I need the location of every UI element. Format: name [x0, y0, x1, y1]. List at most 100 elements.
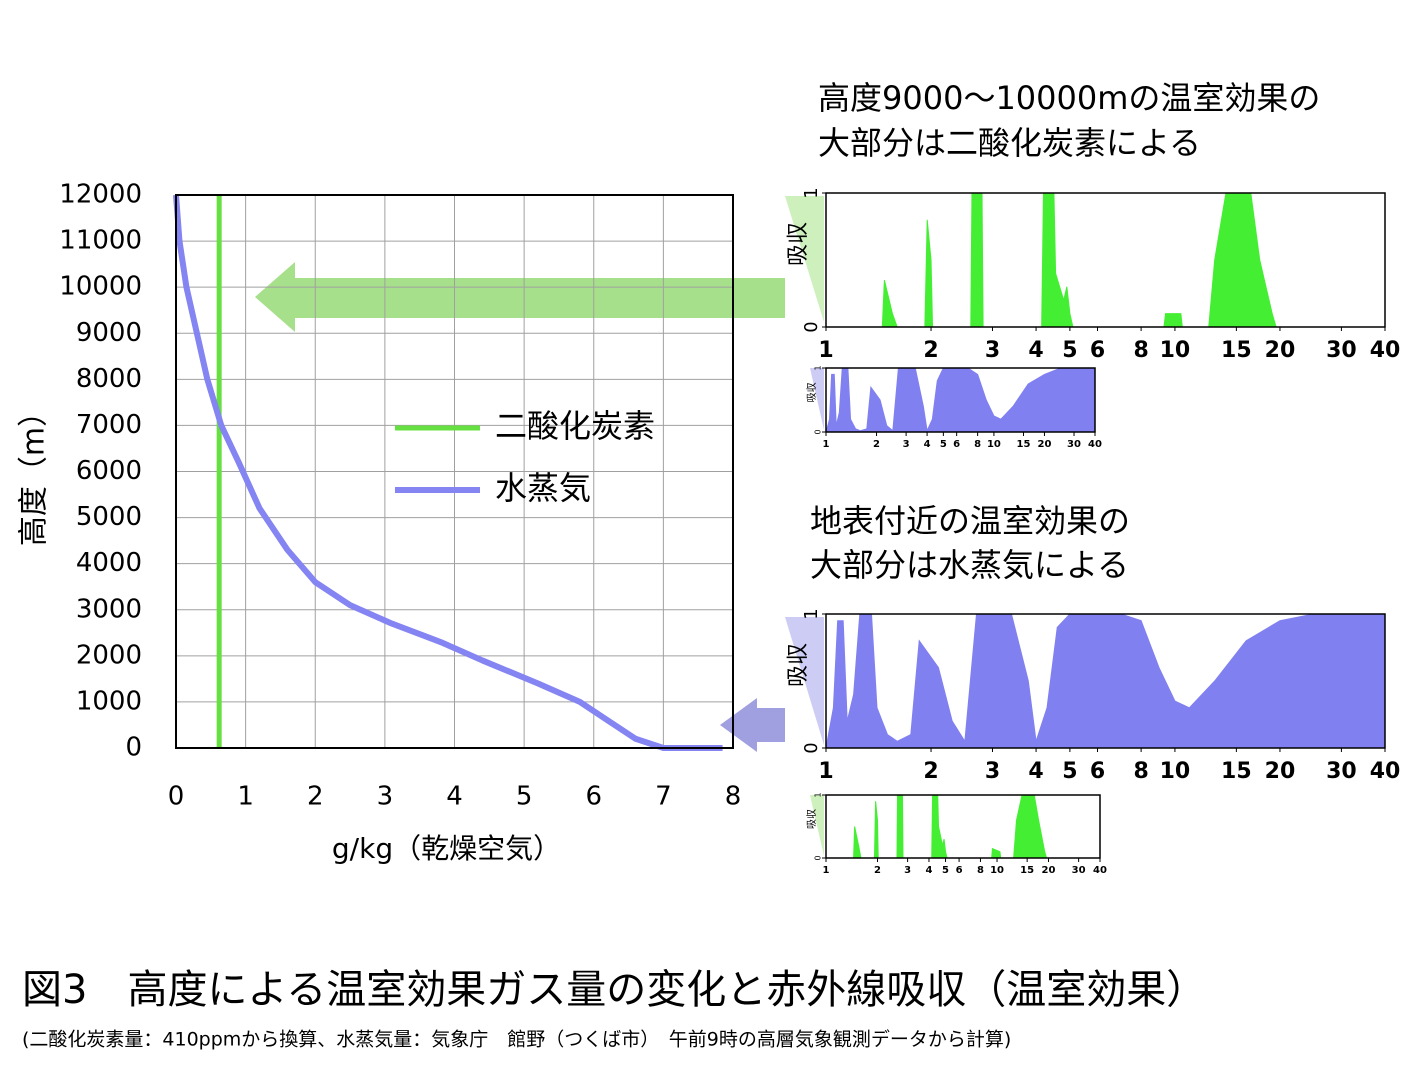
x-tick-label: 3 — [985, 338, 1000, 363]
x-tick-label: 0 — [168, 782, 185, 812]
absorption-area — [826, 794, 1100, 859]
y-tick-label: 8000 — [76, 364, 142, 394]
y-tick-label: 4000 — [76, 548, 142, 578]
y-tick-label: 7000 — [76, 410, 142, 440]
x-tick-label: 2 — [307, 782, 324, 812]
y-tick-label: 1 — [802, 608, 822, 619]
x-tick-label: 4 — [924, 439, 931, 450]
absorption-area — [826, 192, 1385, 328]
y-tick-label: 10000 — [59, 272, 142, 302]
x-tick-label: 1 — [237, 782, 254, 812]
y-tick-label: 11000 — [59, 226, 142, 256]
y-axis-label: 吸収 — [806, 809, 818, 829]
plot-frame — [825, 192, 1386, 328]
x-tick-label: 40 — [1093, 865, 1107, 876]
wedge — [810, 368, 824, 430]
x-tick-label: 5 — [942, 865, 949, 876]
plot-frame — [825, 794, 1101, 859]
y-tick-label: 0 — [802, 742, 822, 753]
y-axis-label: 吸収 — [806, 382, 818, 402]
y-tick-label: 1000 — [76, 686, 142, 716]
x-tick-label: 4 — [925, 865, 932, 876]
annotation: 高度9000～10000mの温室効果の — [818, 79, 1320, 117]
x-tick-label: 1 — [818, 759, 833, 784]
x-tick-label: 8 — [977, 865, 984, 876]
x-tick-label: 8 — [1133, 759, 1148, 784]
y-tick-label: 2000 — [76, 640, 142, 670]
y-tick-label: 12000 — [59, 180, 142, 210]
x-tick-label: 4 — [446, 782, 463, 812]
caption-title: 図3 高度による温室効果ガス量の変化と赤外線吸収（温室効果） — [22, 967, 1206, 1013]
arrows — [255, 196, 824, 856]
x-tick-label: 2 — [923, 338, 938, 363]
x-tick-label: 10 — [1160, 759, 1191, 784]
x-tick-label: 30 — [1326, 338, 1357, 363]
x-tick-label: 8 — [1133, 338, 1148, 363]
x-tick-label: 8 — [974, 439, 981, 450]
x-tick-label: 20 — [1265, 338, 1296, 363]
x-tick-label: 2 — [873, 439, 880, 450]
annotation: 大部分は水蒸気による — [810, 546, 1129, 584]
annotation: 大部分は二酸化炭素による — [818, 124, 1201, 162]
x-tick-label: 30 — [1326, 759, 1357, 784]
y-tick-label: 0 — [814, 429, 823, 434]
arrow-head — [255, 262, 295, 332]
y-tick-label: 5000 — [76, 502, 142, 532]
annotation: 地表付近の温室効果の — [810, 502, 1130, 540]
x-tick-label: 40 — [1088, 439, 1102, 450]
y-tick-label: 3000 — [76, 594, 142, 624]
x-tick-label: 5 — [516, 782, 533, 812]
series-line — [173, 194, 723, 751]
legend-label: 水蒸気 — [495, 469, 591, 507]
x-tick-label: 8 — [725, 782, 742, 812]
y-tick-label: 1 — [814, 792, 823, 797]
y-tick-label: 0 — [814, 855, 823, 860]
x-tick-label: 5 — [1062, 759, 1077, 784]
plot-frame — [825, 613, 1386, 749]
y-axis-label: 吸収 — [786, 222, 811, 266]
x-tick-label: 6 — [585, 782, 602, 812]
x-tick-label: 30 — [1072, 865, 1086, 876]
x-tick-label: 2 — [874, 865, 881, 876]
x-tick-label: 6 — [953, 439, 960, 450]
x-tick-label: 30 — [1067, 439, 1081, 450]
plot-frame — [825, 367, 1096, 433]
x-tick-label: 4 — [1028, 759, 1043, 784]
x-tick-label: 3 — [377, 782, 394, 812]
x-tick-label: 6 — [1090, 759, 1105, 784]
x-tick-label: 10 — [1160, 338, 1191, 363]
y-axis-label: 吸収 — [786, 643, 811, 687]
plot-frame — [175, 194, 734, 749]
wedge — [785, 196, 824, 322]
y-tick-label: 9000 — [76, 318, 142, 348]
x-tick-label: 5 — [1062, 338, 1077, 363]
x-tick-label: 15 — [1221, 759, 1252, 784]
x-tick-label: 3 — [985, 759, 1000, 784]
x-tick-label: 40 — [1370, 338, 1401, 363]
absorption-area — [825, 367, 1096, 433]
arrow-head — [720, 698, 757, 752]
x-tick-label: 6 — [1090, 338, 1105, 363]
y-tick-label: 0 — [802, 321, 822, 332]
x-tick-label: 6 — [956, 865, 963, 876]
absorption-area — [825, 613, 1386, 749]
wedge — [785, 617, 824, 745]
x-tick-label: 20 — [1265, 759, 1296, 784]
x-tick-label: 40 — [1370, 759, 1401, 784]
x-tick-label: 7 — [655, 782, 672, 812]
x-tick-label: 15 — [1221, 338, 1252, 363]
x-tick-label: 20 — [1042, 865, 1056, 876]
x-tick-label: 1 — [823, 439, 830, 450]
x-tick-label: 2 — [923, 759, 938, 784]
x-tick-label: 20 — [1037, 439, 1051, 450]
y-tick-label: 1 — [814, 365, 823, 370]
x-tick-label: 5 — [940, 439, 947, 450]
x-tick-label: 15 — [1017, 439, 1031, 450]
x-tick-label: 10 — [987, 439, 1001, 450]
arrow-body — [292, 278, 785, 318]
x-tick-label: 1 — [818, 338, 833, 363]
x-tick-label: 4 — [1028, 338, 1043, 363]
y-tick-label: 1 — [802, 187, 822, 198]
x-tick-label: 10 — [990, 865, 1004, 876]
